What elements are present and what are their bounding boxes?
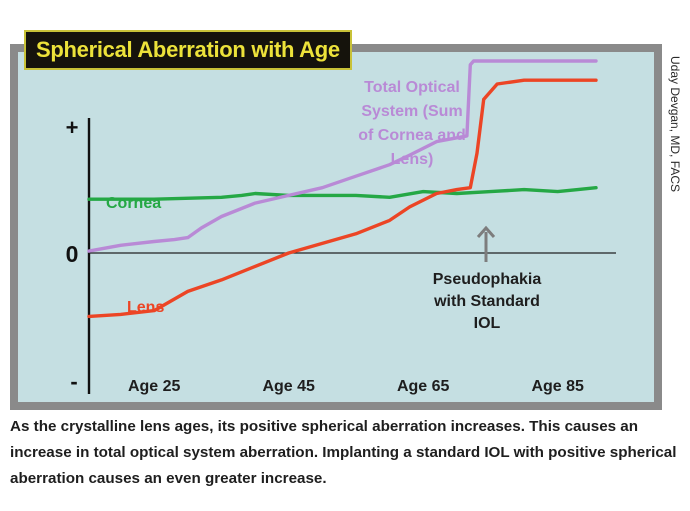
y-tick-plus: + — [66, 115, 79, 140]
caption: As the crystalline lens ages, its positi… — [10, 418, 677, 487]
total-optical-system-line — [87, 59, 598, 253]
lens-label: Lens — [127, 299, 164, 316]
x-tick-label: Age 25 — [128, 378, 181, 395]
cornea-line — [87, 185, 598, 201]
x-tick-label: Age 45 — [262, 378, 315, 395]
lens-line — [87, 78, 598, 319]
y-tick-minus: - — [70, 369, 77, 394]
x-tick-label: Age 65 — [397, 378, 450, 395]
plot-panel — [18, 52, 654, 402]
y-tick-zero: 0 — [66, 241, 79, 267]
annotation-arrow — [476, 225, 496, 262]
cornea-label: Cornea — [106, 195, 161, 212]
chart-title: Spherical Aberration with Age — [24, 30, 352, 70]
x-tick-label: Age 85 — [531, 378, 584, 395]
pseudophakia-annotation: Pseudophakia with Standard IOL — [433, 271, 542, 332]
credit: Uday Devgan, MD, FACS — [668, 56, 682, 193]
total-optical-system-label: Total Optical System (Sum of Cornea and Len… — [358, 79, 466, 168]
